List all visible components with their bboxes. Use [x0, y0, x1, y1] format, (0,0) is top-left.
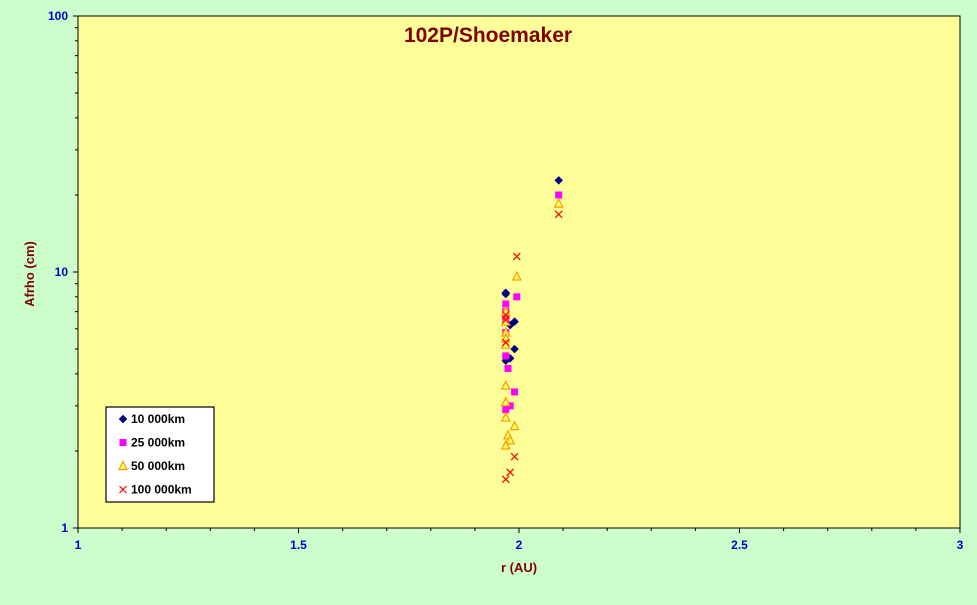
y-axis: 1 10 100	[48, 9, 78, 535]
data-point	[504, 364, 512, 372]
data-point	[506, 468, 515, 477]
data-point	[513, 293, 521, 301]
data-point	[512, 252, 521, 261]
data-point	[501, 289, 511, 299]
data-point	[501, 315, 510, 324]
data-point	[553, 197, 564, 208]
x-tick-label: 1	[75, 538, 82, 552]
y-tick-label: 1	[61, 521, 68, 535]
x-marker-stroke	[512, 252, 521, 261]
x-tick-label: 2.5	[731, 538, 748, 552]
x-marker-stroke	[501, 475, 510, 484]
data-point	[510, 344, 519, 354]
series-10-000km	[501, 176, 564, 366]
data-point	[500, 396, 511, 407]
legend-marker	[119, 439, 127, 446]
data-points	[500, 176, 564, 484]
x-tick-label: 2	[516, 538, 523, 552]
chart-title: 102P/Shoemaker	[404, 24, 572, 47]
x-axis: 1 1.5 2 2.5 3	[75, 528, 964, 552]
legend-box	[105, 406, 215, 503]
x-marker-stroke	[119, 485, 127, 494]
legend: 10 000km 25 000km 50 000km 100 000km	[105, 406, 215, 503]
data-point	[500, 379, 511, 390]
y-tick-label: 10	[55, 265, 69, 279]
legend-label: 50 000km	[131, 459, 185, 473]
x-tick-label: 3	[957, 538, 964, 552]
data-point	[500, 411, 511, 422]
data-point	[511, 270, 522, 281]
data-point	[509, 420, 520, 431]
data-point	[501, 475, 510, 484]
data-point	[555, 191, 563, 199]
data-point	[510, 452, 519, 461]
data-point	[502, 406, 510, 414]
x-marker-stroke	[506, 468, 515, 477]
x-marker-stroke	[510, 452, 519, 461]
data-point	[511, 388, 519, 396]
legend-marker	[119, 485, 127, 494]
x-marker-stroke	[501, 338, 510, 347]
legend-label: 100 000km	[131, 483, 192, 497]
plot-area	[77, 15, 961, 529]
x-tick-label: 1.5	[290, 538, 307, 552]
legend-marker	[118, 414, 128, 424]
legend-marker	[118, 460, 128, 471]
x-axis-title: r (AU)	[501, 560, 537, 575]
y-tick-label: 100	[48, 9, 68, 23]
data-point	[502, 300, 510, 308]
series-100-000km	[501, 210, 563, 484]
data-point	[500, 439, 511, 450]
x-marker-stroke	[501, 315, 510, 324]
data-point	[502, 352, 510, 360]
y-axis-title: Afrho (cm)	[22, 241, 37, 307]
data-point	[554, 210, 563, 219]
data-point	[554, 176, 564, 185]
data-point	[505, 434, 516, 445]
legend-label: 25 000km	[131, 436, 185, 450]
data-point	[501, 338, 510, 347]
data-point	[510, 317, 519, 326]
x-marker-stroke	[554, 210, 563, 219]
legend-label: 10 000km	[131, 412, 185, 426]
